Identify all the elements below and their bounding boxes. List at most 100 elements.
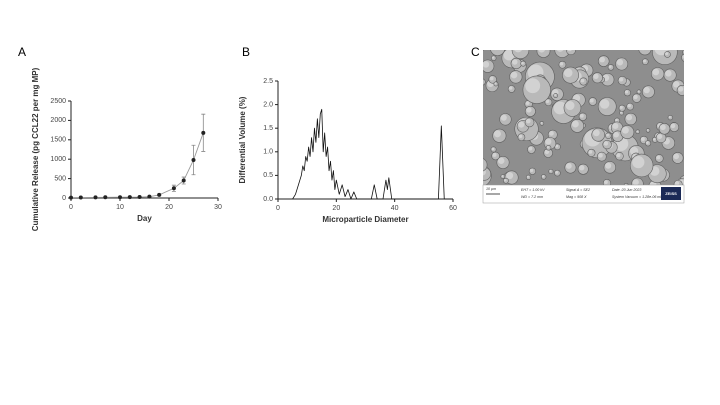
particle-highlight [613, 131, 619, 138]
particle-highlight [501, 175, 504, 177]
particle-highlight [645, 141, 649, 144]
particle-highlight [652, 68, 660, 76]
particle-highlight [510, 71, 518, 79]
particle-highlight [526, 175, 529, 178]
particle-highlight [627, 103, 631, 108]
particle-highlight [633, 94, 638, 100]
particle-highlight [492, 152, 497, 157]
particle-highlight [549, 169, 552, 172]
particle-highlight [608, 65, 612, 68]
scale-label: 10 µm [486, 187, 496, 191]
particle-highlight [571, 120, 579, 128]
particle-highlight [500, 114, 507, 121]
particle [566, 50, 576, 55]
particle-highlight [559, 61, 564, 66]
particle-highlight [605, 162, 612, 169]
x-tick-label: 60 [449, 205, 457, 212]
y-tick-label: 1.5 [263, 125, 273, 132]
particle-highlight [683, 50, 684, 53]
particle-highlight [493, 130, 501, 138]
particles [483, 50, 684, 185]
data-point [137, 195, 142, 200]
particle-highlight [525, 118, 531, 124]
particle-highlight [525, 78, 541, 94]
particle [483, 50, 484, 51]
particle-highlight [624, 183, 627, 185]
particle-highlight [665, 70, 672, 77]
y-axis-label: Cumulative Release (pg CCL22 per mg MP) [31, 67, 40, 231]
particle-highlight [553, 101, 567, 115]
x-tick-label: 0 [276, 205, 280, 212]
particle-highlight [615, 118, 618, 122]
particle-highlight [565, 163, 572, 169]
particle-highlight [483, 61, 490, 68]
particle [490, 50, 505, 56]
x-axis-label: Day [137, 214, 152, 223]
info-text: WD = 7.2 mm [521, 195, 543, 199]
particle-highlight [621, 126, 629, 134]
particle-highlight [653, 137, 656, 141]
x-tick-label: 30 [214, 204, 222, 211]
particle-highlight [555, 170, 559, 174]
x-tick-label: 20 [332, 205, 340, 212]
particle-highlight [632, 179, 639, 185]
data-point [191, 157, 196, 162]
panel-label: B [242, 45, 250, 59]
panel-label: C [471, 45, 480, 59]
particle-highlight [545, 99, 550, 104]
particle [512, 50, 529, 59]
particle [555, 50, 570, 58]
particle-highlight [657, 133, 663, 139]
data-point [171, 186, 176, 191]
info-text: Signal A = SE2 [566, 188, 590, 192]
x-tick-label: 20 [165, 204, 173, 211]
data-point [93, 195, 98, 200]
particle-highlight [579, 165, 585, 171]
logo: ZEISS [665, 191, 677, 196]
particle-highlight [565, 101, 575, 111]
x-tick-label: 0 [69, 204, 73, 211]
info-text: System Vacuum = 1.28e-06 mbar [612, 195, 666, 199]
particle-highlight [540, 121, 543, 124]
particle-highlight [656, 155, 661, 160]
particle-highlight [494, 82, 497, 85]
particle-highlight [544, 149, 550, 155]
particle-highlight [678, 86, 684, 92]
particle-highlight [526, 107, 532, 113]
data-point [103, 195, 108, 200]
particle-highlight [673, 81, 680, 88]
particle-highlight [646, 129, 649, 131]
particle-highlight [660, 124, 666, 131]
particle-highlight [626, 114, 633, 121]
y-axis-label: Differential Volume (%) [238, 96, 247, 183]
particle-highlight [616, 153, 621, 158]
data-point [181, 178, 186, 183]
particle-highlight [491, 147, 495, 151]
particle-highlight [643, 86, 650, 94]
y-tick-label: 2.0 [263, 101, 273, 108]
info-bar [482, 184, 685, 204]
particle-highlight [503, 178, 507, 182]
particle-highlight [580, 78, 585, 83]
particle-highlight [494, 50, 497, 51]
particle-highlight [665, 52, 669, 56]
particle-highlight [538, 50, 545, 53]
y-tick-label: 2.5 [263, 78, 273, 85]
y-tick-label: 2000 [50, 117, 66, 124]
particle-highlight [593, 73, 599, 80]
particle-highlight [503, 50, 515, 61]
particle [483, 158, 487, 171]
y-tick-label: 1000 [50, 156, 66, 163]
particle-highlight [642, 50, 645, 51]
particle-highlight [491, 56, 495, 59]
y-tick-label: 2500 [50, 98, 66, 105]
particle-highlight [525, 101, 530, 105]
particle-highlight [541, 175, 545, 178]
particle-highlight [598, 153, 603, 158]
particle-highlight [489, 76, 494, 81]
sem-panel: C 10 µm EHT = 1.00 kV WD = 7.2 mm Signal… [471, 45, 685, 204]
particle-highlight [589, 98, 594, 103]
data-point [147, 194, 152, 199]
particle-highlight [668, 115, 671, 119]
particle-highlight [563, 68, 573, 78]
